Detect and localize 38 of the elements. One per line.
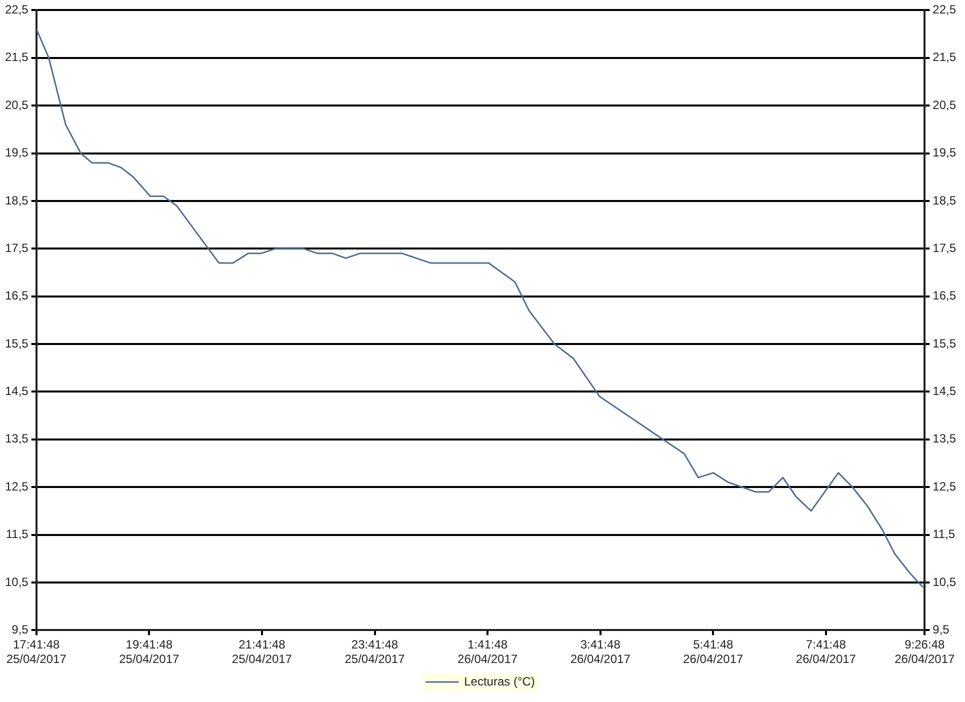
x-tick-label: 17:41:48 25/04/2017 (6, 638, 67, 666)
x-tick-label: 9:26:48 26/04/2017 (894, 638, 955, 666)
y2-tick-label: 17,5 (932, 240, 956, 255)
y-tick-label: 19,5 (4, 146, 29, 160)
y-tick-label: 18,5 (4, 193, 29, 208)
y2-tick-label: 22,5 (932, 2, 956, 17)
y2-tick-label: 14,5 (932, 384, 956, 398)
y-tick-label: 14,5 (4, 384, 29, 398)
x-tick-label: 7:41:48 26/04/2017 (796, 638, 856, 666)
y2-tick-label: 19,5 (932, 146, 956, 160)
y-tick-label: 15,5 (4, 336, 29, 350)
x-tick-label: 1:41:48 26/04/2017 (458, 638, 518, 666)
x-tick-label: 23:41:48 25/04/2017 (344, 638, 406, 666)
x-tick-label: 21:41:48 25/04/2017 (232, 638, 292, 666)
y-tick-label: 13,5 (4, 432, 29, 446)
y2-tick-label: 16,5 (932, 288, 956, 303)
x-tick-label: 19:41:48 25/04/2017 (119, 638, 180, 666)
y2-tick-label: 20,5 (932, 98, 956, 112)
y-tick-label: 11,5 (6, 527, 29, 542)
y-tick-label: 12,5 (4, 479, 29, 494)
y2-tick-label: 11,5 (932, 527, 956, 542)
x-tick-label: 3:41:48 26/04/2017 (570, 638, 631, 666)
y2-tick-label: 15,5 (932, 336, 956, 350)
y2-tick-label: 13,5 (932, 432, 956, 446)
y-tick-label: 16,5 (4, 288, 29, 303)
x-tick-label: 5:41:48 26/04/2017 (683, 638, 744, 666)
y-tick-label: 9,5 (12, 622, 29, 637)
y2-tick-label: 10,5 (932, 574, 956, 589)
y2-tick-label: 9,5 (932, 622, 950, 637)
y-tick-label: 10,5 (4, 574, 29, 589)
y2-tick-label: 21,5 (932, 50, 956, 64)
y-tick-label: 21,5 (4, 50, 29, 64)
y-tick-label: 22,5 (4, 2, 29, 17)
y-tick-label: 17,5 (4, 240, 29, 255)
legend-label: Lecturas (°C) (464, 674, 535, 688)
y2-tick-label: 18,5 (932, 193, 956, 208)
y2-tick-label: 12,5 (932, 479, 956, 494)
y-tick-label: 20,5 (4, 98, 29, 112)
